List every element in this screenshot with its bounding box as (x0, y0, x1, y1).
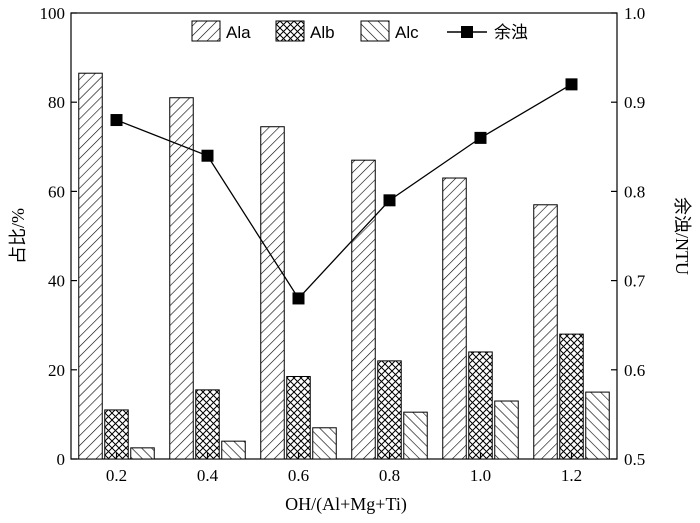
right-tick-label: 0.9 (624, 93, 645, 112)
turbidity-point-0.2 (110, 114, 123, 127)
bar-ala-0.2 (78, 72, 103, 460)
x-axis-title: OH/(Al+Mg+Ti) (285, 494, 407, 515)
x-tick-label: 0.8 (379, 466, 400, 485)
plot-border (70, 12, 618, 460)
turbidity-point-0.6 (292, 292, 305, 305)
left-axis: 0 20 40 60 80 100 (40, 4, 77, 469)
bar-alc-0.2 (130, 447, 155, 460)
left-tick-label: 80 (48, 93, 65, 112)
turbidity-point-1.2 (565, 78, 578, 91)
turbidity-line-group (110, 78, 578, 305)
x-tick-label: 0.2 (106, 466, 127, 485)
left-tick-label: 40 (48, 272, 65, 291)
x-tick-label: 1.0 (470, 466, 491, 485)
bar-ala-1.2 (533, 204, 558, 460)
legend-label-ala: Ala (226, 23, 251, 42)
bar-alb-0.4 (195, 389, 220, 460)
right-tick-label: 1.0 (624, 4, 645, 23)
left-tick-label: 0 (57, 450, 66, 469)
legend-label-alc: Alc (395, 23, 419, 42)
legend-swatch-alc (360, 20, 390, 42)
turbidity-point-0.8 (383, 194, 396, 207)
right-tick-label: 0.7 (624, 272, 646, 291)
turbidity-point-0.4 (201, 149, 214, 162)
bar-ala-0.8 (351, 159, 376, 460)
plot-frame (70, 12, 618, 460)
x-tick-label: 1.2 (561, 466, 582, 485)
y-axis-right-title: 余浊/NTU (672, 197, 692, 275)
bar-alc-1.0 (494, 400, 519, 460)
legend-square-marker (461, 26, 473, 38)
bar-alb-0.2 (104, 409, 129, 460)
right-axis: 0.5 0.6 0.7 0.8 0.9 1.0 (611, 4, 646, 469)
bar-alb-0.6 (286, 375, 311, 460)
bar-alc-1.2 (585, 391, 610, 460)
bar-alc-0.4 (221, 440, 246, 460)
turbidity-line (116, 83, 572, 300)
bar-alb-1.0 (468, 351, 493, 460)
bar-ala-0.4 (169, 97, 194, 460)
bar-alb-0.8 (377, 360, 402, 460)
y-axis-left-title: 占比/% (8, 208, 28, 264)
left-tick-label: 60 (48, 182, 65, 201)
bar-alc-0.8 (403, 411, 428, 460)
turbidity-point-1.0 (474, 131, 487, 144)
bars-group (78, 72, 610, 460)
bar-alc-0.6 (312, 427, 337, 460)
left-tick-label: 20 (48, 361, 65, 380)
right-tick-label: 0.8 (624, 182, 645, 201)
bar-ala-0.6 (260, 126, 285, 460)
legend-label-turbidity: 余浊 (494, 23, 528, 42)
right-tick-label: 0.6 (624, 361, 645, 380)
legend-label-alb: Alb (310, 23, 335, 42)
bar-alb-1.2 (559, 333, 584, 460)
legend-swatch-ala (191, 20, 221, 42)
x-axis: 0.2 0.4 0.6 0.8 1.0 1.2 (106, 453, 582, 485)
x-tick-label: 0.4 (197, 466, 219, 485)
bar-ala-1.0 (442, 177, 467, 460)
legend: Ala Alb Alc 余浊 (191, 20, 528, 42)
right-tick-label: 0.5 (624, 450, 645, 469)
legend-swatch-alb (275, 20, 305, 42)
x-tick-label: 0.6 (288, 466, 309, 485)
left-tick-label: 100 (40, 4, 66, 23)
